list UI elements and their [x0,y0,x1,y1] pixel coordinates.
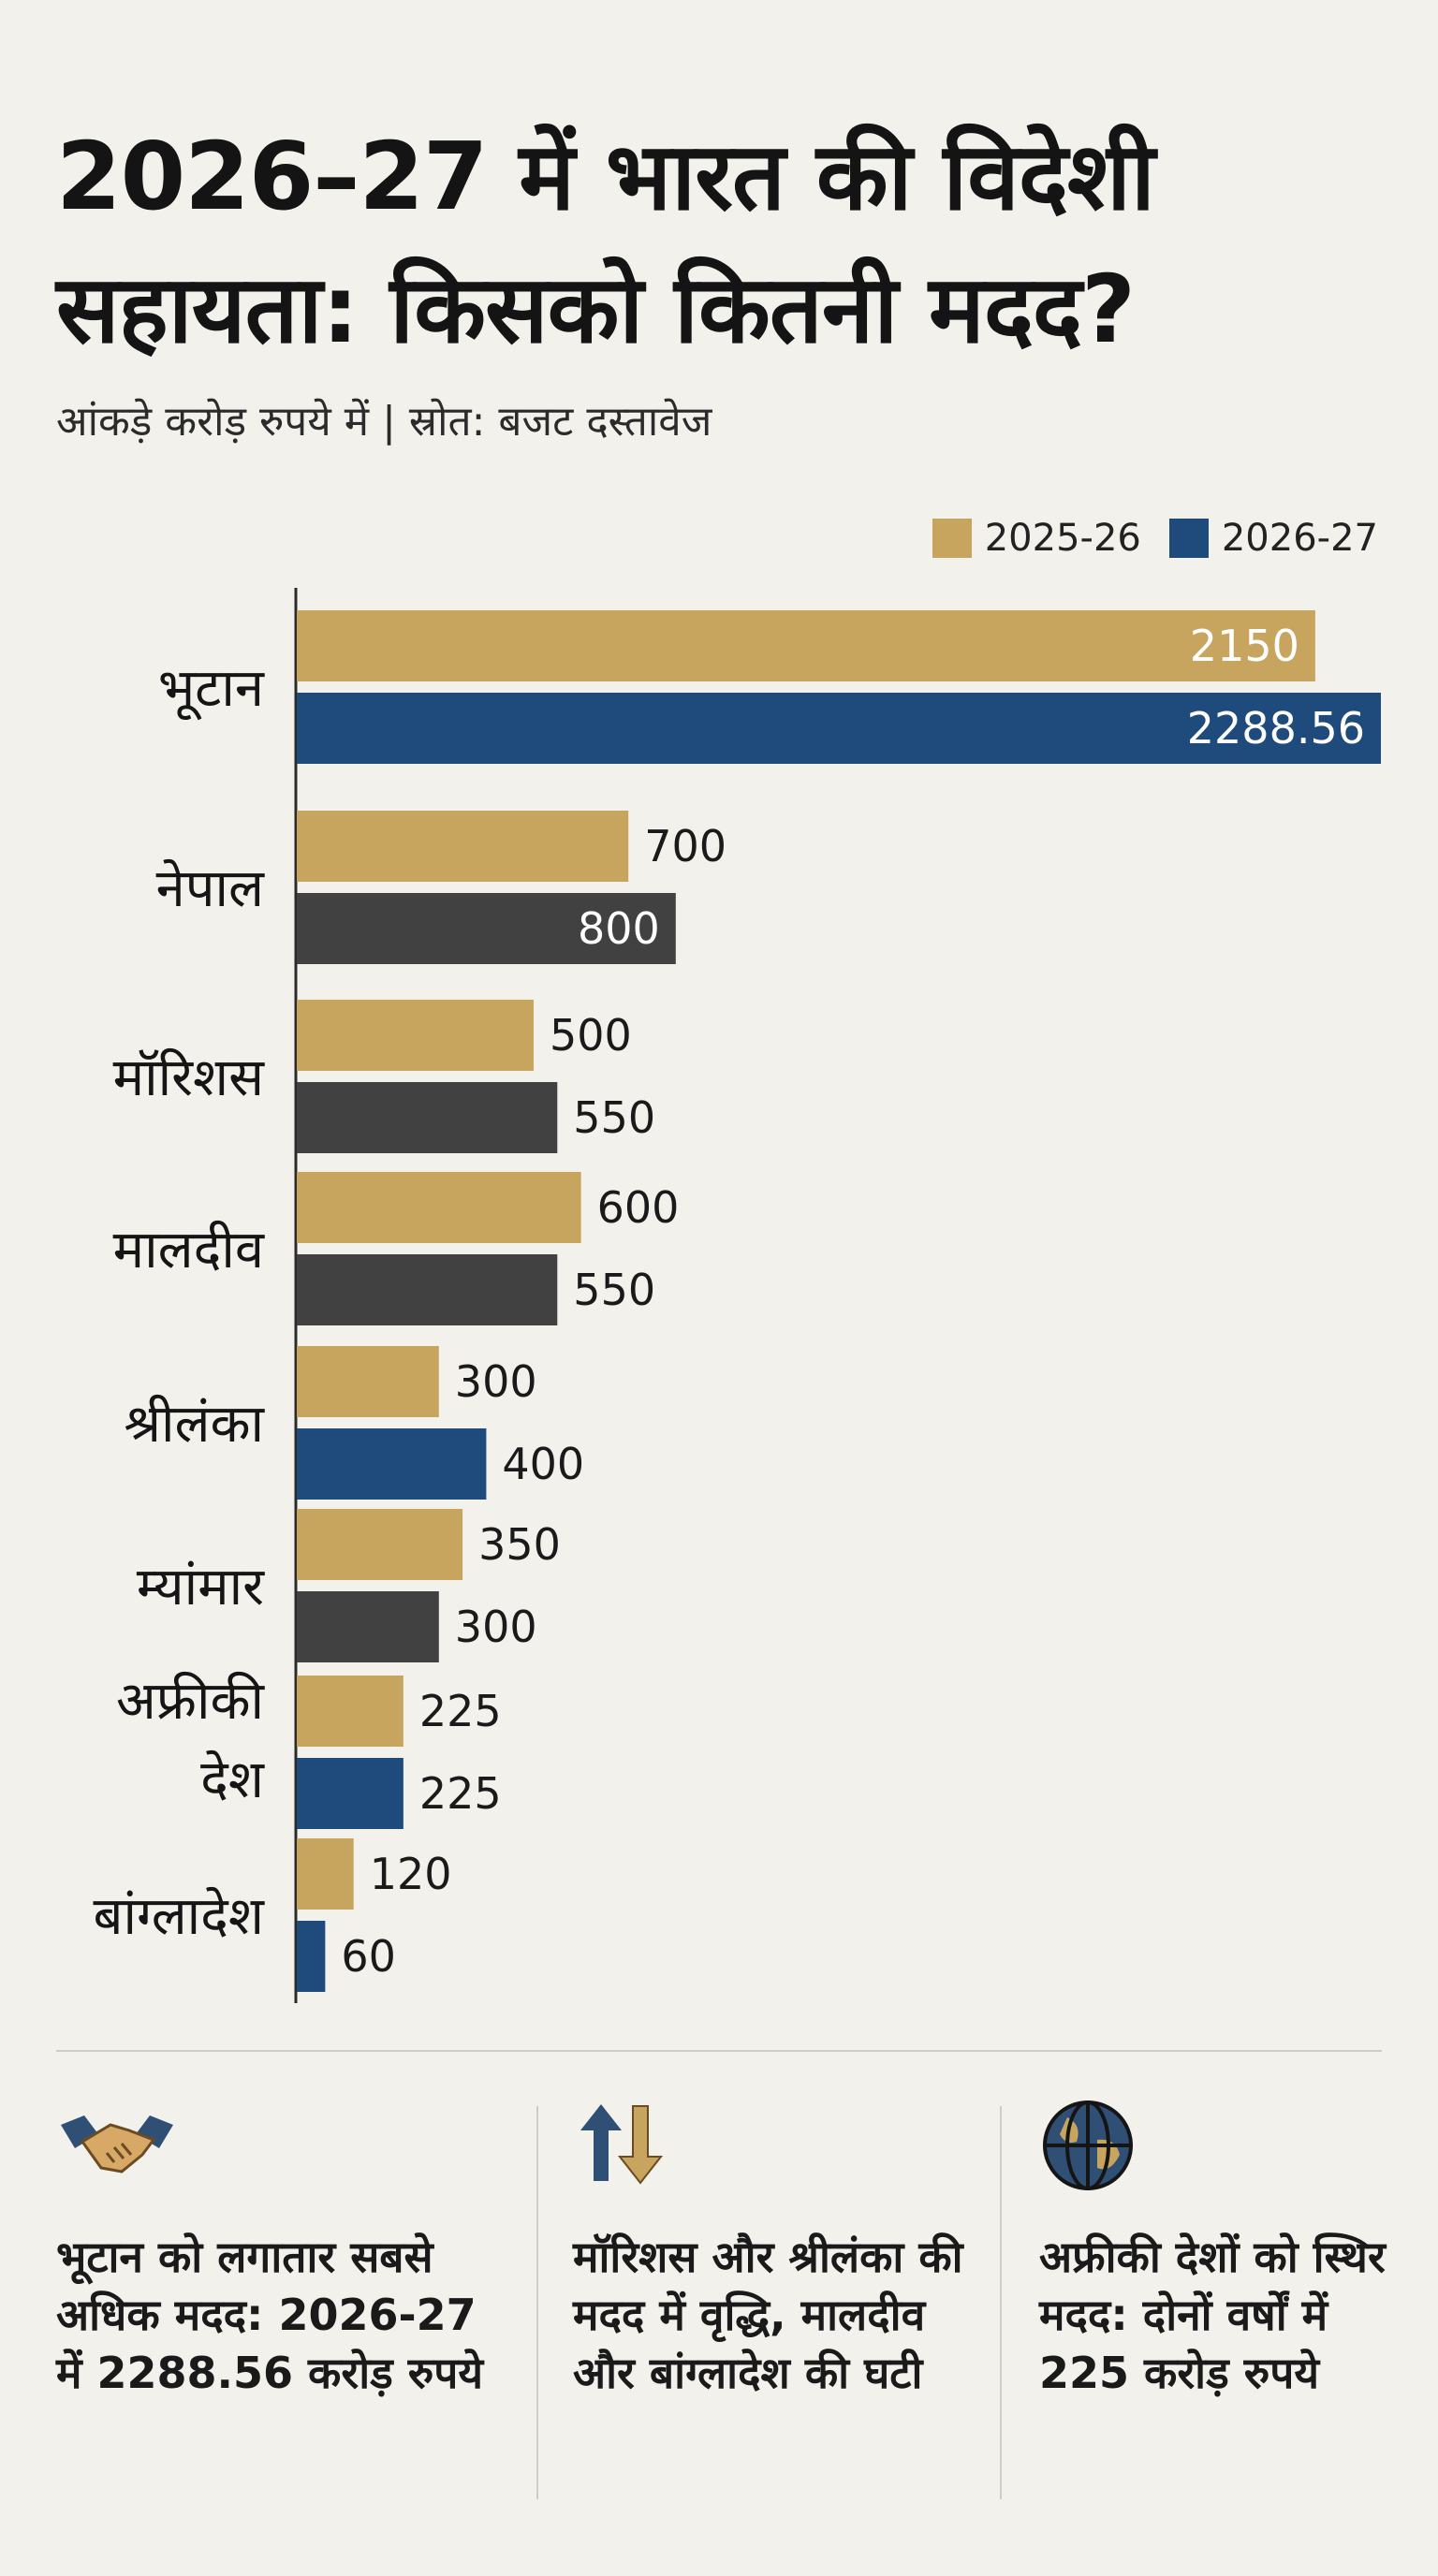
category-label-0: भूटान [158,658,265,721]
bar-2026-27-4 [297,1428,487,1500]
highlight-text-africa: अफ्रीकी देशों को स्थिर मदद: दोनों वर्षों… [1039,2232,1386,2398]
value-label-2025-26-0: 2150 [1190,621,1299,671]
up-down-arrows-icon [573,2097,685,2190]
value-label-2026-27-7: 60 [341,1931,396,1982]
column-separator [1000,2106,1002,2499]
highlight-card-bhutan: भूटान को लगातार सबसे अधिक मदद: 2026-27 म… [56,2097,515,2499]
bar-2025-26-3 [297,1172,581,1243]
bar-2026-27-0 [297,693,1381,764]
legend-swatch-blue [1168,519,1209,558]
bar-2025-26-4 [297,1346,439,1417]
highlight-card-change: मॉरिशस और श्रीलंका की मदद में वृद्धि, मा… [573,2097,985,2499]
bar-2025-26-0 [297,610,1315,681]
category-label-5: म्यांमार [137,1557,265,1617]
value-label-2026-27-4: 400 [502,1439,584,1489]
highlight-text-bhutan: भूटान को लगातार सबसे अधिक मदद: 2026-27 म… [56,2232,484,2398]
legend-item-2025-26: 2025-26 [932,517,1141,560]
bar-chart: 2150 2288.56 भूटान 700 800 नेपाल 500 550 मॉरिशस 6… [93,588,1381,2003]
value-label-2026-27-6: 225 [419,1768,502,1819]
bar-2026-27-6 [297,1758,404,1829]
legend-label-2026-27: 2026-27 [1221,517,1378,560]
category-label-6: देश [200,1749,265,1810]
value-label-2026-27-0: 2288.56 [1187,703,1365,754]
column-separator [536,2106,538,2499]
category-label-2: मॉरिशस [113,1047,265,1108]
subtitle-source: आंकड़े करोड़ रुपये में | स्रोत: बजट दस्त… [56,398,712,446]
bar-2025-26-2 [297,1000,534,1071]
value-label-2025-26-3: 600 [597,1182,680,1233]
highlight-card-africa: अफ्रीकी देशों को स्थिर मदद: दोनों वर्षों… [1039,2097,1395,2499]
value-label-2026-27-5: 300 [455,1602,537,1652]
page-title: 2026–27 में भारत की विदेशी सहायता: किसको… [56,122,1155,364]
value-label-2025-26-4: 300 [455,1356,537,1407]
chart-legend: 2025-26 2026-27 [932,517,1378,560]
value-label-2025-26-6: 225 [419,1686,502,1736]
category-label-3: मालदीव [113,1220,265,1281]
value-label-2026-27-3: 550 [573,1265,655,1315]
category-label-6: अफ्रीकी [116,1671,265,1732]
value-label-2025-26-7: 120 [370,1849,452,1899]
category-label-4: श्रीलंका [124,1394,265,1455]
bar-2026-27-5 [297,1591,439,1662]
legend-swatch-gold [932,519,972,558]
category-label-1: नेपाल [156,858,265,919]
bar-2025-26-6 [297,1676,404,1747]
highlight-text-change: मॉरिशस और श्रीलंका की मदद में वृद्धि, मा… [573,2232,963,2398]
globe-icon [1039,2097,1152,2190]
bar-2025-26-5 [297,1509,463,1580]
highlights-section: भूटान को लगातार सबसे अधिक मदद: 2026-27 म… [0,2097,1438,2527]
value-label-2026-27-2: 550 [573,1092,655,1143]
bar-2025-26-7 [297,1838,354,1910]
section-divider [56,2050,1382,2052]
category-label-7: बांग्लादेश [93,1886,264,1947]
legend-label-2025-26: 2025-26 [984,517,1141,560]
value-label-2025-26-5: 350 [478,1519,561,1570]
value-label-2025-26-1: 700 [644,821,726,871]
legend-item-2026-27: 2026-27 [1168,517,1378,560]
bar-2025-26-1 [297,811,629,882]
value-label-2025-26-2: 500 [550,1010,632,1061]
bar-2026-27-2 [297,1082,558,1153]
bar-2026-27-3 [297,1254,558,1325]
handshake-icon [56,2097,173,2190]
value-label-2026-27-1: 800 [578,903,660,954]
bar-2026-27-1 [297,893,676,964]
bar-2026-27-7 [297,1921,326,1992]
